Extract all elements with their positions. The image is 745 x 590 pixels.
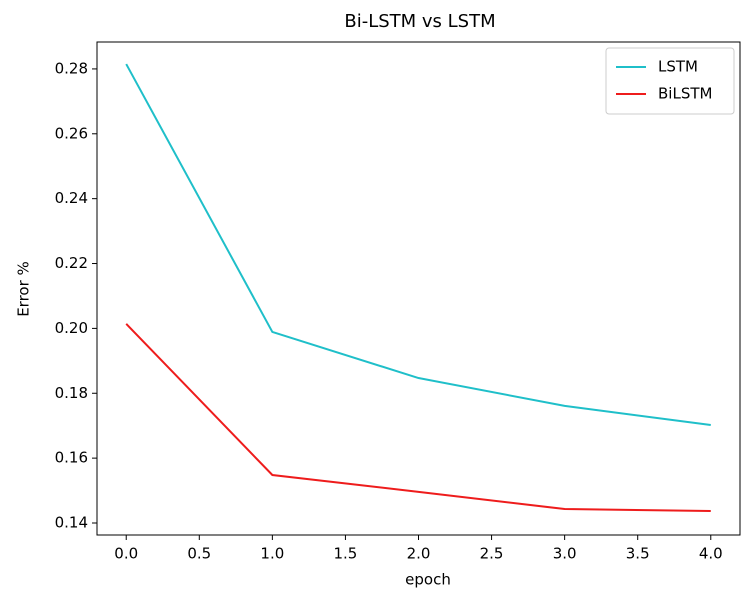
x-tick-label: 0.5 [187, 545, 211, 563]
y-tick-label: 0.22 [55, 254, 88, 272]
line-series [126, 64, 711, 425]
y-tick-label: 0.18 [55, 384, 88, 402]
x-axis-label: epoch [405, 571, 451, 589]
x-tick-label: 1.5 [334, 545, 358, 563]
line-series [126, 324, 711, 511]
x-tick-label: 4.0 [699, 545, 723, 563]
chart: Bi-LSTM vs LSTM epoch Error % 0.14 0.16 0.… [0, 0, 745, 590]
legend-label: LSTM [658, 58, 698, 76]
chart-title: Bi-LSTM vs LSTM [344, 11, 495, 32]
axes-frame [97, 42, 740, 535]
x-tick-label: 1.0 [260, 545, 284, 563]
page: Bi-LSTM vs LSTM epoch Error % 0.14 0.16 0.… [0, 0, 745, 590]
x-tick-label: 2.5 [480, 545, 504, 563]
y-tick-label: 0.14 [55, 513, 88, 531]
y-tick-label: 0.16 [55, 449, 88, 467]
x-tick-label: 3.5 [626, 545, 650, 563]
y-tick-label: 0.26 [55, 124, 88, 142]
y-tick-label: 0.20 [55, 319, 88, 337]
x-tick-label: 0.0 [114, 545, 138, 563]
y-axis-label: Error % [15, 261, 33, 317]
x-tick-label: 3.0 [553, 545, 577, 563]
x-tick-label: 2.0 [407, 545, 431, 563]
y-tick-label: 0.28 [55, 59, 88, 77]
legend-label: BiLSTM [658, 85, 712, 103]
y-tick-label: 0.24 [55, 189, 88, 207]
